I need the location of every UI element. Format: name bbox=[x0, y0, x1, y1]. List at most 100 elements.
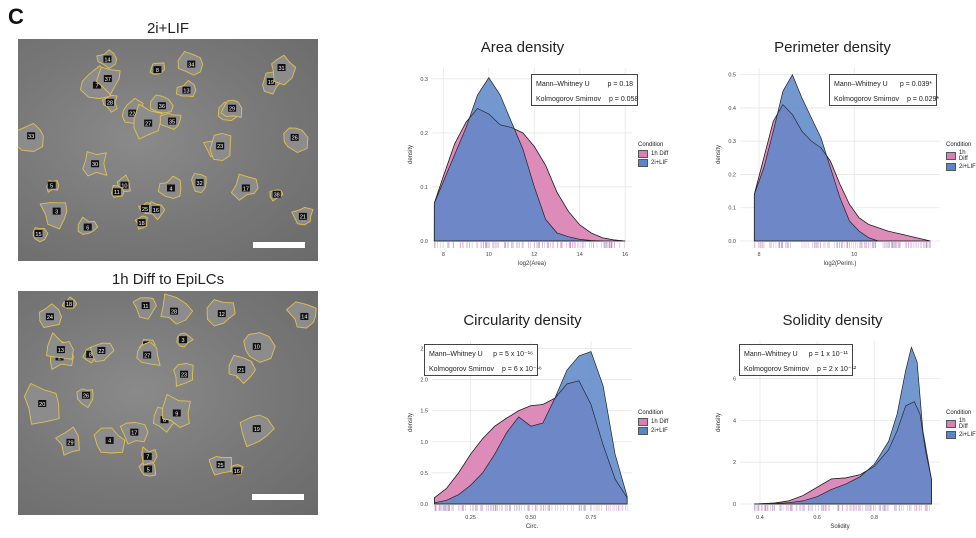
density-chart: 8 10 0.0 0.1 0.2 0.3 0.4 0.5 log2(Perim.) density bbox=[716, 68, 940, 267]
cell-label: 21 bbox=[300, 215, 306, 221]
cell-outline bbox=[39, 202, 68, 230]
legend-swatch-diff bbox=[946, 152, 956, 160]
y-axis-label: density bbox=[408, 413, 414, 432]
y-tick-label: 6 bbox=[733, 377, 736, 383]
y-tick-label: 0.0 bbox=[728, 239, 736, 245]
cell-label: 4 bbox=[108, 439, 111, 445]
legend-label: 1h Diff bbox=[958, 418, 968, 430]
cell-label: 26 bbox=[292, 136, 298, 142]
y-tick-label: 0.4 bbox=[728, 106, 736, 112]
cell-label-box bbox=[143, 452, 152, 460]
cell-label-box bbox=[179, 336, 188, 344]
density-area-2i-lif bbox=[433, 77, 603, 242]
y-axis-label: density bbox=[716, 145, 722, 164]
legend-swatch-diff bbox=[946, 420, 956, 428]
y-tick-label: 0 bbox=[733, 502, 736, 508]
density-outline-1h-diff bbox=[434, 380, 628, 505]
x-tick-label: 0.25 bbox=[465, 515, 476, 521]
legend-item-2i-lif: 2i+LIF bbox=[946, 431, 976, 439]
cell-label: 35 bbox=[169, 119, 175, 125]
cell-label-box bbox=[47, 181, 56, 189]
y-tick-label: 1.0 bbox=[420, 440, 428, 446]
density-chart: 8 10 12 14 16 0.0 0.1 0.2 0.3 log2(Area) density bbox=[408, 68, 632, 267]
cell-label-box bbox=[56, 346, 65, 354]
cell-label: 37 bbox=[105, 77, 111, 83]
cell-label-box bbox=[216, 461, 225, 469]
cell-label-box bbox=[180, 370, 189, 378]
cell-label-box bbox=[91, 160, 100, 168]
y-tick-label: 2.0 bbox=[420, 378, 428, 384]
cell-label-box bbox=[300, 312, 309, 320]
stats-p-value: p = 0.18 bbox=[607, 81, 634, 88]
cell-label: 17 bbox=[131, 430, 137, 436]
cell-label-box bbox=[92, 81, 101, 89]
scale-bar bbox=[253, 242, 305, 248]
y-tick-label: 0.3 bbox=[728, 139, 736, 145]
legend-swatch-lif bbox=[638, 159, 648, 167]
legend-title: Condition bbox=[946, 142, 972, 148]
y-tick-label: 0.0 bbox=[420, 239, 428, 245]
x-tick-label: 14 bbox=[577, 252, 583, 258]
cell-label: 27 bbox=[145, 121, 151, 127]
y-axis-label: density bbox=[716, 413, 722, 432]
density-outline-1h-diff bbox=[754, 401, 932, 505]
cell-label: 25 bbox=[218, 463, 224, 469]
cell-label-box bbox=[217, 310, 226, 318]
cell-label: 8 bbox=[89, 353, 92, 359]
x-tick-label: 8 bbox=[758, 252, 761, 258]
cell-label: 23 bbox=[217, 144, 223, 150]
cell-label-box bbox=[168, 117, 177, 125]
density-chart: 0.250.500.750.00.51.01.52.02.5Circ.densi… bbox=[408, 341, 632, 530]
cell-label: 16 bbox=[234, 469, 240, 475]
micrograph-image: 1234567891011121314151617181920212223242… bbox=[23, 293, 317, 477]
cell-label-box bbox=[143, 351, 152, 359]
y-tick-label: 0.2 bbox=[420, 131, 428, 137]
density-chart: 0.4 0.6 0.8 0 2 4 6 Solidity density bbox=[716, 341, 940, 530]
chart-title-perimeter: Perimeter density bbox=[774, 39, 891, 56]
panel-letter: C bbox=[8, 4, 24, 29]
cell-label-box bbox=[290, 133, 299, 141]
cell-label-box bbox=[187, 60, 196, 68]
legend-title: Condition bbox=[638, 410, 664, 416]
cell-label: 27 bbox=[144, 353, 150, 359]
cell-label: 13 bbox=[183, 88, 189, 94]
stats-test-label: Mann–Whitney U bbox=[744, 351, 798, 358]
cell-label: 9 bbox=[175, 411, 178, 417]
legend-item-1h-diff: 1h Diff bbox=[638, 150, 668, 158]
stats-p-value: p = 0.058 bbox=[608, 96, 639, 103]
x-tick-label: 16 bbox=[622, 252, 628, 258]
x-tick-label: 10 bbox=[486, 252, 492, 258]
legend-title: Condition bbox=[946, 410, 972, 416]
x-tick-label: 8 bbox=[442, 252, 445, 258]
stats-test-label: Kolmogorov Smirnov bbox=[744, 366, 809, 373]
x-tick-label: 0.50 bbox=[525, 515, 536, 521]
y-tick-label: 0.2 bbox=[728, 172, 736, 178]
cell-label-box bbox=[298, 212, 307, 220]
micrograph-title-1h-diff: 1h Diff to EpiLCs bbox=[111, 271, 225, 288]
legend-label: 2i+LIF bbox=[651, 160, 668, 166]
cell-label-box bbox=[141, 205, 150, 213]
x-axis-label: Solidity bbox=[830, 524, 849, 530]
cell-label: 13 bbox=[58, 348, 64, 354]
cell-label: 24 bbox=[47, 315, 53, 321]
stats-box-area: Mann–Whitney U p = 0.18 Kolmogorov Smirno… bbox=[531, 74, 638, 106]
cell-label: 3 bbox=[182, 338, 185, 344]
plot-solidity-density: 0.4 0.6 0.8 0 2 4 6 Solidity density bbox=[708, 333, 944, 538]
cell-label: 22 bbox=[129, 111, 135, 117]
cell-label-box bbox=[144, 465, 153, 473]
legend-item-1h-diff: 1h Diff bbox=[638, 418, 668, 426]
cell-label-box bbox=[130, 428, 139, 436]
cell-label-box bbox=[216, 142, 225, 150]
cell-label-box bbox=[277, 64, 286, 72]
x-tick-label: 0.8 bbox=[870, 515, 878, 521]
y-tick-label: 2 bbox=[733, 460, 736, 466]
cell-label-box bbox=[153, 66, 162, 74]
cell-label: 28 bbox=[171, 309, 177, 315]
cell-label: 17 bbox=[243, 186, 249, 192]
cell-outline bbox=[46, 332, 74, 360]
x-axis-label: Circ. bbox=[526, 524, 539, 530]
cell-label: 5 bbox=[50, 183, 53, 189]
cell-label: 23 bbox=[181, 373, 187, 379]
cell-label: 2 bbox=[58, 355, 61, 361]
cell-label: 14 bbox=[301, 315, 307, 321]
